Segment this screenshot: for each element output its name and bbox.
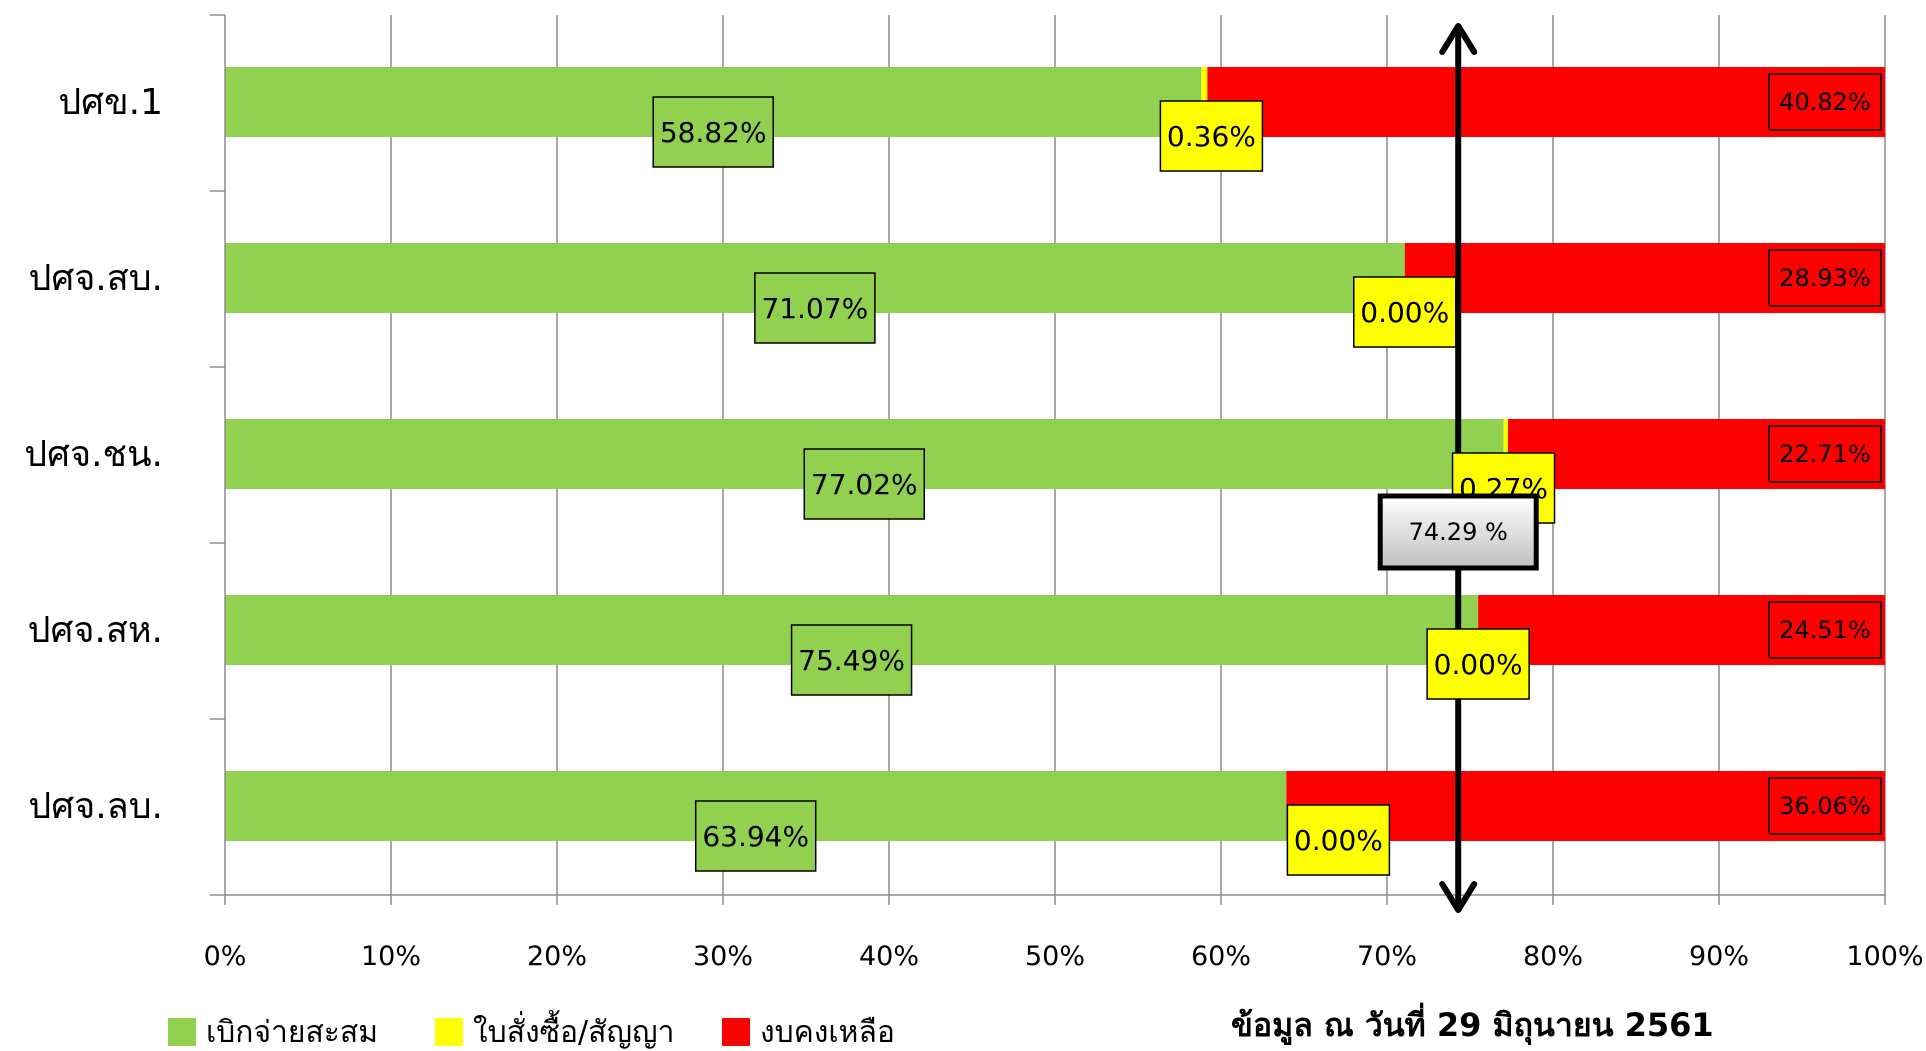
data-date-note: ข้อมูล ณ วันที่ 29 มิถุนายน 2561 [1231, 1002, 1714, 1046]
data-label: 0.00% [1360, 296, 1449, 329]
x-tick-labels: 0% 10% 20% 30% 40% 50% 60% 70% 80% 90% 100% [204, 941, 1924, 972]
reference-box [1377, 493, 1539, 571]
data-label: 77.02% [811, 468, 918, 501]
data-label: 75.49% [798, 644, 905, 677]
legend-label: เบิกจ่ายสะสม [206, 1015, 378, 1050]
data-label-box [694, 800, 817, 872]
data-label: 40.82% [1779, 88, 1871, 116]
legend: เบิกจ่ายสะสม ใบสั่งซื้อ/สัญญา งบคงเหลือ [168, 1010, 895, 1050]
x-tick-label: 50% [1025, 941, 1085, 972]
legend-swatch [722, 1018, 750, 1046]
x-tick-label: 40% [859, 941, 919, 972]
category-label: ปศจ.ชน. [24, 434, 163, 475]
data-label-box [754, 272, 876, 344]
x-tick-label: 0% [204, 941, 247, 972]
x-tick-label: 10% [361, 941, 421, 972]
data-label-box [1768, 425, 1882, 483]
data-label: 71.07% [761, 292, 868, 325]
data-label-box [1353, 276, 1457, 348]
x-tick-label: 30% [693, 941, 753, 972]
data-label-box [1286, 804, 1391, 876]
data-label: 63.94% [702, 820, 809, 853]
data-label-box [1426, 628, 1530, 700]
arrow-head-down [1439, 881, 1478, 913]
data-label: 0.36% [1167, 120, 1256, 153]
x-tick-label: 100% [1846, 941, 1923, 972]
category-label: ปศข.1 [58, 82, 163, 123]
data-label-box [1768, 601, 1882, 659]
data-label-box [1159, 100, 1264, 172]
data-label-box [652, 96, 774, 168]
axes [210, 14, 1886, 905]
x-tick-label: 90% [1689, 941, 1749, 972]
x-tick-label: 20% [527, 941, 587, 972]
legend-label: งบคงเหลือ [760, 1015, 895, 1050]
reference-value-box: 74.29 % [1377, 493, 1539, 571]
legend-swatch [435, 1018, 463, 1046]
data-label: 58.82% [660, 116, 767, 149]
data-label: 36.06% [1779, 792, 1871, 820]
data-label: 28.93% [1779, 264, 1871, 292]
legend-swatch [168, 1018, 196, 1046]
data-label-box [803, 448, 926, 520]
category-labels: ปศข.1 ปศจ.สบ. ปศจ.ชน. ปศจ.สห. ปศจ.ลบ. [24, 82, 163, 827]
x-tick-label: 70% [1357, 941, 1417, 972]
legend-label: ใบสั่งซื้อ/สัญญา [473, 1010, 674, 1050]
data-label: 0.00% [1294, 824, 1383, 857]
bars [225, 67, 1885, 841]
x-tick-label: 60% [1191, 941, 1251, 972]
category-label: ปศจ.ลบ. [28, 786, 163, 827]
data-label-box [790, 624, 913, 696]
category-label: ปศจ.สบ. [28, 258, 163, 299]
x-tick-label: 80% [1523, 941, 1583, 972]
data-label-box [1768, 777, 1882, 835]
arrow-head-up [1439, 23, 1478, 55]
reference-value-label: 74.29 % [1409, 518, 1508, 546]
data-label-box [1768, 249, 1882, 307]
data-label: 24.51% [1779, 616, 1871, 644]
data-label-box [1768, 73, 1882, 131]
data-label: 0.00% [1434, 648, 1523, 681]
category-label: ปศจ.สห. [28, 610, 163, 651]
data-label: 22.71% [1779, 440, 1871, 468]
